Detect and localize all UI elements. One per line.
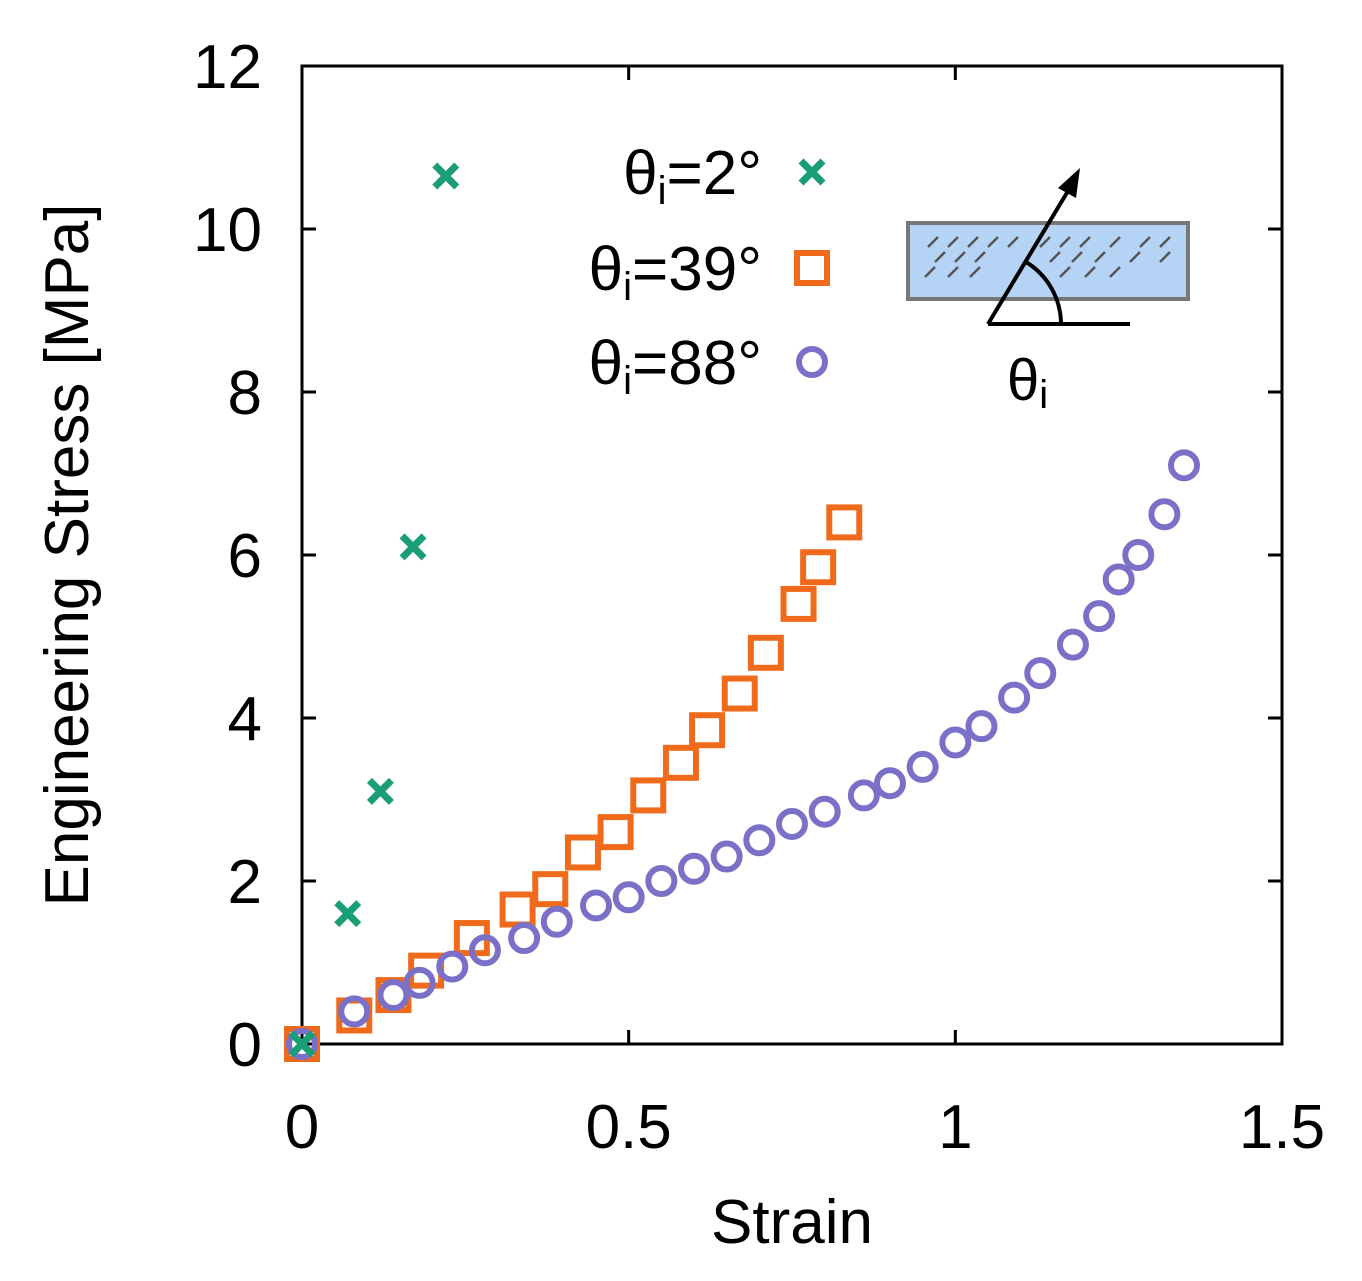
data-point-circle bbox=[1024, 657, 1057, 690]
data-point-x bbox=[366, 777, 394, 805]
legend-label: θi=88° bbox=[589, 329, 762, 403]
plot-frame bbox=[300, 64, 1284, 1046]
data-point-x bbox=[432, 162, 460, 190]
data-point-circle bbox=[468, 934, 501, 967]
data-point-square bbox=[800, 549, 837, 586]
data-point-circle bbox=[710, 840, 743, 873]
data-point-circle bbox=[1102, 563, 1135, 596]
data-point-x bbox=[399, 533, 427, 561]
data-point-square bbox=[780, 585, 817, 622]
inset-subscript: i bbox=[1039, 373, 1048, 417]
y-tick-label: 10 bbox=[193, 196, 262, 265]
y-axis-label: Engineering Stress [MPa] bbox=[33, 203, 102, 906]
data-point-circle bbox=[436, 950, 469, 983]
data-point-circle bbox=[874, 767, 906, 800]
legend-theta: θ bbox=[589, 329, 623, 398]
arrowhead-icon bbox=[1058, 168, 1080, 198]
series-x bbox=[288, 162, 460, 1058]
data-point-circle bbox=[645, 865, 678, 897]
data-point-square bbox=[564, 834, 601, 871]
loading-direction-line bbox=[986, 184, 1073, 326]
legend-marker-circle bbox=[796, 346, 828, 378]
y-tick-label: 2 bbox=[228, 848, 262, 917]
data-point-square bbox=[826, 504, 863, 541]
inset-angle-label: θi bbox=[1007, 348, 1048, 417]
data-point-circle bbox=[338, 995, 371, 1028]
legend-label: θi=2° bbox=[623, 139, 762, 213]
legend-subscript: i bbox=[623, 359, 632, 403]
data-point-square bbox=[747, 634, 784, 671]
data-point-circle bbox=[540, 905, 573, 938]
data-point-circle bbox=[965, 710, 998, 743]
data-point-circle bbox=[580, 889, 612, 922]
data-point-circle bbox=[776, 807, 808, 840]
inset-theta: θ bbox=[1007, 348, 1039, 413]
data-point-x bbox=[288, 1030, 316, 1058]
data-point-square bbox=[630, 777, 667, 814]
data-point-circle bbox=[1083, 600, 1116, 633]
data-point-circle bbox=[508, 922, 541, 955]
data-point-square bbox=[689, 712, 726, 749]
data-point-circle bbox=[612, 881, 645, 914]
legend-value: =39° bbox=[632, 235, 762, 304]
legend-value: =2° bbox=[667, 139, 762, 208]
x-tick-label: 0 bbox=[285, 1093, 319, 1162]
x-tick-label: 1.5 bbox=[1239, 1093, 1325, 1162]
data-point-circle bbox=[1056, 628, 1089, 661]
y-tick-label: 12 bbox=[193, 33, 262, 102]
legend: θi=2°θi=39°θi=88° bbox=[589, 139, 830, 403]
data-point-circle bbox=[847, 779, 880, 812]
data-point-square bbox=[662, 744, 699, 781]
angle-arc-icon bbox=[1024, 260, 1063, 325]
legend-value: =88° bbox=[632, 329, 762, 398]
legend-marker-square bbox=[794, 250, 830, 286]
y-tick-label: 0 bbox=[228, 1011, 262, 1080]
data-point-square bbox=[499, 891, 536, 928]
sample-strip-diagram bbox=[906, 221, 1190, 301]
legend-marker-x bbox=[798, 158, 826, 186]
data-point-circle bbox=[998, 681, 1031, 714]
y-tick-label: 8 bbox=[228, 359, 262, 428]
data-point-circle bbox=[1148, 498, 1181, 531]
legend-subscript: i bbox=[623, 265, 632, 309]
data-point-circle bbox=[1122, 539, 1155, 571]
legend-label: θi=39° bbox=[589, 235, 762, 309]
legend-theta: θ bbox=[623, 139, 657, 208]
orientation-inset: θi bbox=[906, 168, 1190, 417]
data-point-circle bbox=[939, 726, 972, 759]
data-point-square bbox=[597, 814, 634, 851]
fiber-hatching bbox=[924, 236, 1171, 278]
data-series bbox=[284, 162, 1200, 1062]
data-point-circle bbox=[286, 1028, 318, 1060]
x-axis-label: Strain bbox=[711, 1188, 873, 1257]
data-point-square bbox=[721, 675, 758, 712]
data-point-circle bbox=[808, 795, 841, 828]
series-circle bbox=[286, 449, 1200, 1060]
data-point-x bbox=[334, 900, 362, 928]
data-point-circle bbox=[1168, 449, 1200, 482]
data-point-circle bbox=[403, 966, 436, 999]
data-point-circle bbox=[906, 750, 939, 783]
data-point-circle bbox=[743, 824, 776, 857]
tick-labels: 0 0.5 1 1.5 0 2 4 6 8 10 12 bbox=[193, 33, 1325, 1162]
data-point-circle bbox=[678, 852, 710, 885]
y-tick-label: 6 bbox=[228, 522, 262, 591]
legend-subscript: i bbox=[658, 169, 667, 213]
legend-theta: θ bbox=[589, 235, 623, 304]
data-point-circle bbox=[377, 979, 410, 1012]
axis-ticks bbox=[300, 64, 1284, 1046]
y-tick-label: 4 bbox=[228, 685, 262, 754]
x-tick-label: 1 bbox=[938, 1093, 972, 1162]
data-point-square bbox=[532, 871, 569, 908]
x-tick-label: 0.5 bbox=[586, 1093, 672, 1162]
